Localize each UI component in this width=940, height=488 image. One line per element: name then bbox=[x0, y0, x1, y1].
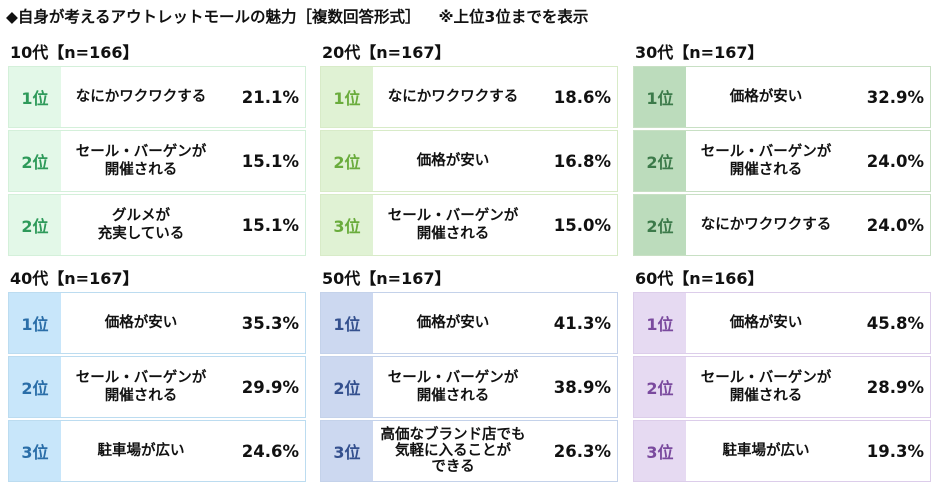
item-label: セール・バーゲンが 開催される bbox=[700, 370, 832, 404]
rank-row: 2位 なにかワクワクする 24.0% bbox=[633, 194, 931, 256]
rank-label: 2位 bbox=[9, 357, 61, 417]
rank-row: 1位 価格が安い 45.8% bbox=[633, 292, 931, 354]
rank-label: 1位 bbox=[9, 67, 61, 127]
percentage-value: 24.6% bbox=[241, 441, 299, 461]
item-label: 駐車場が広い bbox=[97, 443, 185, 459]
title-main: ◆自身が考えるアウトレットモールの魅力［複数回答形式］ bbox=[6, 8, 421, 26]
panel-heading: 30代【n=167】 bbox=[635, 43, 764, 62]
item-label: セール・バーゲンが 開催される bbox=[700, 144, 832, 178]
percentage-value: 21.1% bbox=[241, 87, 299, 107]
percentage-value: 15.1% bbox=[241, 215, 299, 235]
panel-heading: 60代【n=166】 bbox=[635, 269, 764, 288]
rank-row: 3位 高価なブランド店でも 気軽に入ることが できる 26.3% bbox=[320, 420, 618, 482]
item-label: 駐車場が広い bbox=[722, 443, 810, 459]
item-label: セール・バーゲンが 開催される bbox=[387, 208, 519, 242]
rank-label: 2位 bbox=[321, 131, 373, 191]
item-label: 価格が安い bbox=[416, 153, 490, 169]
percentage-value: 15.1% bbox=[241, 151, 299, 171]
percentage-value: 45.8% bbox=[866, 313, 924, 333]
percentage-value: 16.8% bbox=[553, 151, 611, 171]
panel-10s: 10代【n=166】 1位 なにかワクワクする 21.1% 2位 セール・バーゲンが … bbox=[8, 42, 306, 256]
rank-label: 2位 bbox=[9, 195, 61, 255]
percentage-value: 19.3% bbox=[866, 441, 924, 461]
chart-title: ◆自身が考えるアウトレットモールの魅力［複数回答形式］ ※上位3位までを表示 bbox=[6, 5, 588, 27]
percentage-value: 38.9% bbox=[553, 377, 611, 397]
rank-label: 1位 bbox=[321, 67, 373, 127]
rank-row: 3位 セール・バーゲンが 開催される 15.0% bbox=[320, 194, 618, 256]
panel-50s: 50代【n=167】 1位 価格が安い 41.3% 2位 セール・バーゲンが 開催され… bbox=[320, 268, 618, 482]
rank-label: 3位 bbox=[321, 421, 373, 481]
rank-label: 1位 bbox=[9, 293, 61, 353]
rank-row: 1位 価格が安い 41.3% bbox=[320, 292, 618, 354]
rank-label: 3位 bbox=[321, 195, 373, 255]
rank-label: 3位 bbox=[9, 421, 61, 481]
rank-row: 2位 セール・バーゲンが 開催される 29.9% bbox=[8, 356, 306, 418]
rank-row: 2位 セール・バーゲンが 開催される 15.1% bbox=[8, 130, 306, 192]
percentage-value: 15.0% bbox=[553, 215, 611, 235]
item-label: セール・バーゲンが 開催される bbox=[75, 144, 207, 178]
panel-heading: 40代【n=167】 bbox=[10, 269, 139, 288]
rank-label: 1位 bbox=[634, 67, 686, 127]
rank-label: 1位 bbox=[634, 293, 686, 353]
percentage-value: 35.3% bbox=[241, 313, 299, 333]
item-label: なにかワクワクする bbox=[700, 217, 832, 233]
item-label: セール・バーゲンが 開催される bbox=[75, 370, 207, 404]
percentage-value: 18.6% bbox=[553, 87, 611, 107]
item-label: 高価なブランド店でも 気軽に入ることが できる bbox=[380, 427, 526, 475]
rank-label: 1位 bbox=[321, 293, 373, 353]
item-label: 価格が安い bbox=[104, 315, 178, 331]
rank-row: 3位 駐車場が広い 19.3% bbox=[633, 420, 931, 482]
rank-row: 3位 駐車場が広い 24.6% bbox=[8, 420, 306, 482]
panel-heading: 50代【n=167】 bbox=[322, 269, 451, 288]
panel-40s: 40代【n=167】 1位 価格が安い 35.3% 2位 セール・バーゲンが 開催され… bbox=[8, 268, 306, 482]
rank-row: 1位 なにかワクワクする 18.6% bbox=[320, 66, 618, 128]
panel-30s: 30代【n=167】 1位 価格が安い 32.9% 2位 セール・バーゲンが 開催され… bbox=[633, 42, 931, 256]
rank-row: 2位 セール・バーゲンが 開催される 24.0% bbox=[633, 130, 931, 192]
rank-label: 2位 bbox=[634, 195, 686, 255]
rank-label: 2位 bbox=[634, 357, 686, 417]
rank-label: 2位 bbox=[321, 357, 373, 417]
percentage-value: 28.9% bbox=[866, 377, 924, 397]
rank-row: 2位 セール・バーゲンが 開催される 38.9% bbox=[320, 356, 618, 418]
item-label: なにかワクワクする bbox=[387, 89, 519, 105]
rank-row: 1位 なにかワクワクする 21.1% bbox=[8, 66, 306, 128]
item-label: セール・バーゲンが 開催される bbox=[387, 370, 519, 404]
percentage-value: 29.9% bbox=[241, 377, 299, 397]
title-note: ※上位3位までを表示 bbox=[438, 8, 589, 26]
panel-20s: 20代【n=167】 1位 なにかワクワクする 18.6% 2位 価格が安い 16.8%… bbox=[320, 42, 618, 256]
item-label: グルメが 充実している bbox=[97, 208, 185, 242]
item-label: 価格が安い bbox=[416, 315, 490, 331]
item-label: なにかワクワクする bbox=[75, 89, 207, 105]
percentage-value: 32.9% bbox=[866, 87, 924, 107]
panel-60s: 60代【n=166】 1位 価格が安い 45.8% 2位 セール・バーゲンが 開催され… bbox=[633, 268, 931, 482]
panel-heading: 20代【n=167】 bbox=[322, 43, 451, 62]
percentage-value: 26.3% bbox=[553, 441, 611, 461]
percentage-value: 41.3% bbox=[553, 313, 611, 333]
rank-row: 2位 価格が安い 16.8% bbox=[320, 130, 618, 192]
rank-row: 2位 グルメが 充実している 15.1% bbox=[8, 194, 306, 256]
rank-label: 2位 bbox=[634, 131, 686, 191]
rank-label: 3位 bbox=[634, 421, 686, 481]
rank-row: 1位 価格が安い 32.9% bbox=[633, 66, 931, 128]
percentage-value: 24.0% bbox=[866, 215, 924, 235]
rank-row: 1位 価格が安い 35.3% bbox=[8, 292, 306, 354]
item-label: 価格が安い bbox=[729, 315, 803, 331]
item-label: 価格が安い bbox=[729, 89, 803, 105]
rank-label: 2位 bbox=[9, 131, 61, 191]
panel-heading: 10代【n=166】 bbox=[10, 43, 139, 62]
rank-row: 2位 セール・バーゲンが 開催される 28.9% bbox=[633, 356, 931, 418]
percentage-value: 24.0% bbox=[866, 151, 924, 171]
